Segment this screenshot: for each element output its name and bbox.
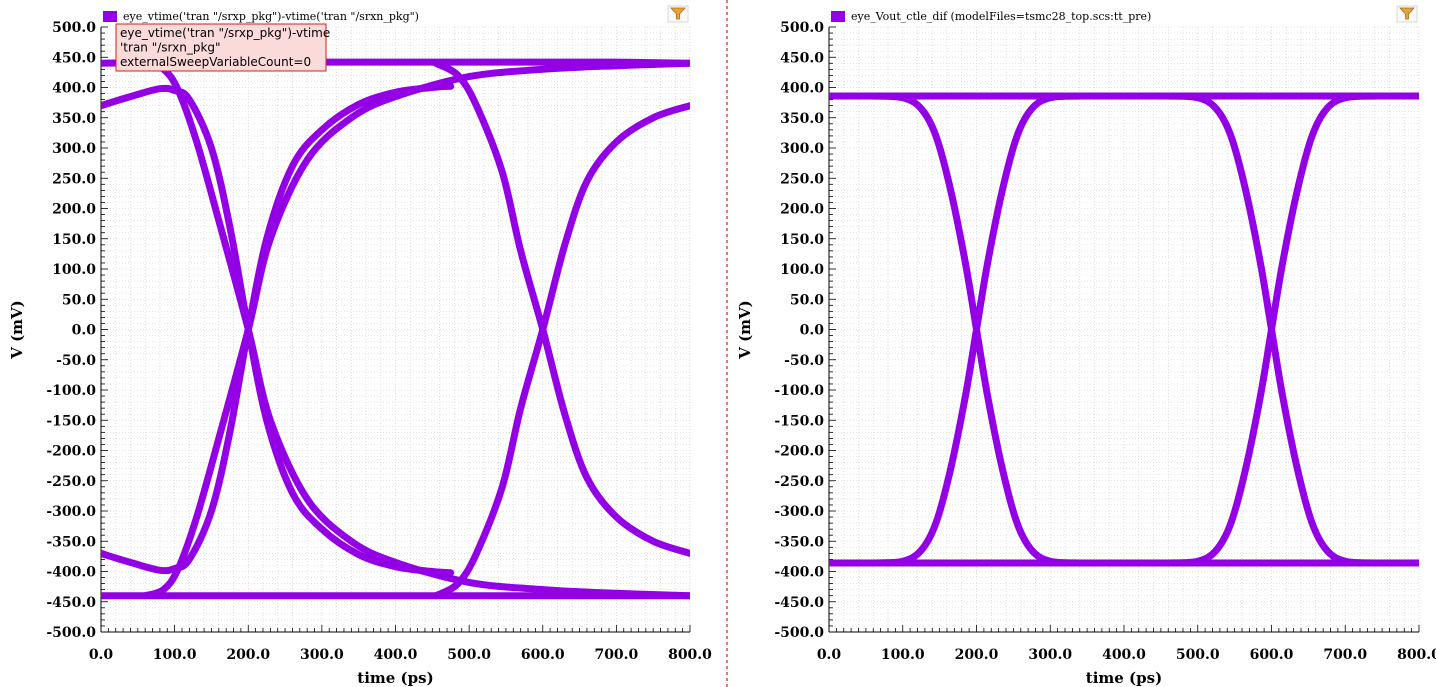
- x-tick-label: 700.0: [1323, 647, 1367, 663]
- y-tick-label: -400.0: [46, 565, 96, 581]
- y-tick-label: -200.0: [774, 444, 824, 460]
- trace-tooltip: eye_vtime('tran "/srxp_pkg")-vtime'tran …: [115, 23, 330, 72]
- y-tick-label: -350.0: [46, 534, 96, 550]
- y-tick-label: 100.0: [780, 262, 824, 278]
- y-tick-label: 300.0: [780, 141, 824, 157]
- data-trace-5[interactable]: [141, 59, 690, 600]
- x-tick-label: 800.0: [668, 647, 712, 663]
- y-axis-title: V (mV): [736, 300, 754, 360]
- y-tick-label: -400.0: [774, 565, 824, 581]
- x-tick-label: 300.0: [1028, 647, 1072, 663]
- y-tick-label: 250.0: [780, 171, 824, 187]
- y-tick-label: -150.0: [46, 413, 96, 429]
- y-tick-label: -350.0: [774, 534, 824, 550]
- y-tick-label: 400.0: [52, 81, 96, 97]
- y-tick-label: 200.0: [52, 202, 96, 218]
- legend-swatch[interactable]: [103, 11, 117, 22]
- y-tick-label: 150.0: [52, 232, 96, 248]
- filter-icon[interactable]: [667, 5, 689, 23]
- data-series-group: [101, 58, 690, 600]
- x-tick-label: 600.0: [521, 647, 565, 663]
- y-tick-label: -250.0: [46, 474, 96, 490]
- y-tick-label: 300.0: [52, 141, 96, 157]
- y-tick-label: 100.0: [52, 262, 96, 278]
- y-tick-label: 200.0: [780, 202, 824, 218]
- x-tick-label: 200.0: [226, 647, 270, 663]
- legend-label[interactable]: eye_vtime('tran "/srxp_pkg")-vtime('tran…: [123, 10, 419, 23]
- y-axis-title: V (mV): [8, 300, 26, 360]
- tooltip-line: eye_vtime('tran "/srxp_pkg")-vtime: [120, 26, 330, 40]
- y-tick-label: -200.0: [46, 444, 96, 460]
- x-tick-label: 100.0: [153, 647, 197, 663]
- x-tick-label: 500.0: [1176, 647, 1220, 663]
- y-tick-label: 0.0: [800, 323, 825, 339]
- y-tick-label: 50.0: [790, 292, 824, 308]
- tooltip-line: 'tran "/srxn_pkg": [120, 41, 221, 55]
- x-tick-label: 100.0: [881, 647, 925, 663]
- y-tick-label: 150.0: [780, 232, 824, 248]
- y-tick-label: -50.0: [56, 353, 96, 369]
- x-tick-label: 600.0: [1250, 647, 1294, 663]
- y-tick-label: 500.0: [52, 20, 96, 36]
- data-trace-6[interactable]: [1164, 92, 1379, 567]
- x-axis-title: time (ps): [1086, 669, 1162, 687]
- legend-label[interactable]: eye_Vout_ctle_dif (modelFiles=tsmc28_top…: [851, 10, 1151, 23]
- x-axis-title: time (ps): [357, 669, 433, 687]
- y-tick-label: -300.0: [774, 504, 824, 520]
- legend-swatch[interactable]: [831, 11, 845, 22]
- y-tick-label: -300.0: [46, 504, 96, 520]
- x-tick-label: 0.0: [817, 647, 842, 663]
- y-tick-label: -500.0: [46, 625, 96, 641]
- x-tick-label: 800.0: [1397, 647, 1436, 663]
- y-tick-label: -250.0: [774, 474, 824, 490]
- x-tick-label: 200.0: [955, 647, 999, 663]
- y-tick-label: -100.0: [46, 383, 96, 399]
- y-tick-label: -150.0: [774, 413, 824, 429]
- y-tick-label: 500.0: [780, 20, 824, 36]
- x-tick-label: 500.0: [447, 647, 491, 663]
- y-tick-label: 450.0: [780, 50, 824, 66]
- y-tick-label: -50.0: [784, 353, 824, 369]
- data-trace-4[interactable]: [869, 92, 1084, 567]
- y-tick-label: -500.0: [774, 625, 824, 641]
- y-tick-label: -450.0: [774, 595, 824, 611]
- data-series-group: [829, 92, 1419, 567]
- y-tick-label: 350.0: [52, 111, 96, 127]
- y-tick-label: 50.0: [62, 292, 96, 308]
- tooltip-line: externalSweepVariableCount=0: [120, 55, 311, 69]
- y-tick-label: -100.0: [774, 383, 824, 399]
- data-trace-8[interactable]: [432, 102, 690, 600]
- y-tick-label: 450.0: [52, 50, 96, 66]
- filter-icon[interactable]: [1396, 5, 1418, 23]
- x-tick-label: 300.0: [300, 647, 344, 663]
- x-tick-label: 400.0: [1102, 647, 1146, 663]
- x-tick-label: 400.0: [374, 647, 418, 663]
- grid: [100, 26, 691, 633]
- y-tick-label: 0.0: [72, 323, 97, 339]
- y-tick-label: 400.0: [780, 81, 824, 97]
- plot-panel-1: 500.0 450.0 400.0 350.0 300.0 250.0 200.0 150.0…: [8, 5, 712, 687]
- x-tick-label: 700.0: [594, 647, 638, 663]
- data-trace-6[interactable]: [141, 59, 690, 600]
- tooltip-box: [115, 23, 327, 72]
- y-tick-label: 350.0: [780, 111, 824, 127]
- y-tick-label: 250.0: [52, 171, 96, 187]
- x-tick-label: 0.0: [89, 647, 114, 663]
- plot-panel-2: 500.0 450.0 400.0 350.0 300.0 250.0 200.0 150.0…: [736, 5, 1436, 687]
- y-tick-label: -450.0: [46, 595, 96, 611]
